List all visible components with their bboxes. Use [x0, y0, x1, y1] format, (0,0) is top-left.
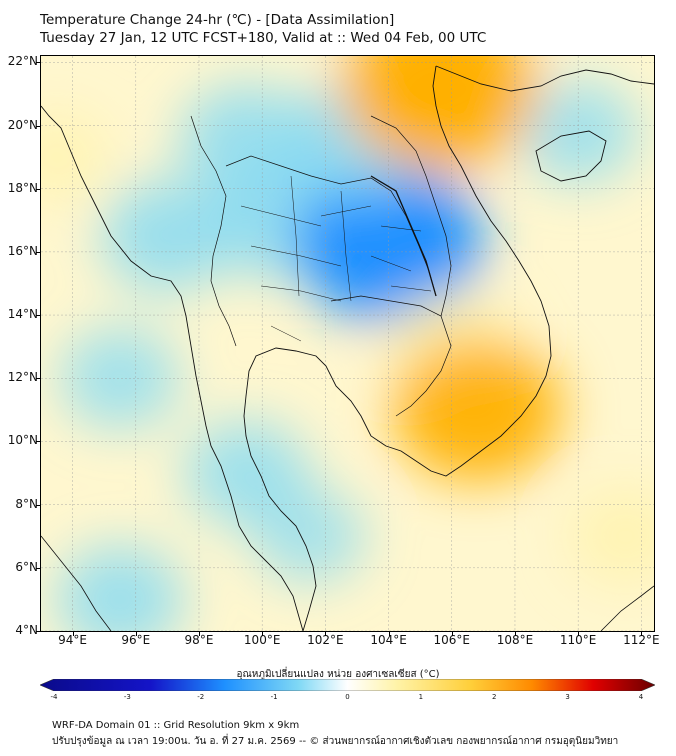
lat-tick — [36, 188, 40, 190]
border-cambodia — [330, 295, 452, 417]
lat-tick — [36, 567, 40, 569]
lat-tick-label: 4°N — [15, 623, 38, 637]
lat-tick-label: 14°N — [7, 307, 38, 322]
field-mekong-delta-warming — [393, 338, 562, 482]
lat-tick — [36, 378, 40, 380]
colorbar-tick-label: -1 — [270, 693, 278, 701]
field-andaman-cooling — [60, 327, 180, 430]
lon-tick — [578, 632, 580, 636]
lon-tick — [451, 632, 453, 636]
lat-tick-label: 10°N — [7, 433, 38, 448]
border-thailand-laos — [225, 155, 437, 297]
colorbar-tick-label: 1 — [418, 693, 424, 701]
lat-tick — [36, 251, 40, 253]
field-myanmar-cooling — [100, 179, 234, 293]
lat-tick-label: 6°N — [15, 559, 38, 574]
lon-tick — [262, 632, 264, 636]
lon-tick-label: 104°E — [370, 633, 407, 647]
field-south-andaman-cooling — [55, 544, 185, 631]
colorbar-tick-label: 3 — [565, 693, 570, 701]
lat-tick — [36, 504, 40, 506]
border-myanmar-thailand — [190, 115, 237, 347]
coastline-sumatra — [41, 535, 112, 631]
lon-tick-label: 94°E — [58, 633, 88, 647]
coastline-borneo — [600, 585, 654, 631]
footer-model-info: WRF-DA Domain 01 :: Grid Resolution 9km … — [52, 720, 300, 731]
lat-tick-label: 18°N — [7, 180, 38, 195]
lat-tick-label: 12°N — [7, 370, 38, 385]
lon-tick — [514, 632, 516, 636]
lat-tick-label: 16°N — [7, 243, 38, 258]
province-lines — [240, 175, 432, 342]
lon-tick-label: 108°E — [496, 633, 534, 647]
lat-tick-label: 22°N — [7, 54, 38, 69]
lat-tick — [36, 631, 40, 632]
lon-tick-label: 106°E — [433, 633, 471, 647]
field-gulf-cooling — [254, 489, 365, 584]
chart-title: Temperature Change 24-hr (℃) - [Data Ass… — [40, 12, 395, 28]
field-north-vietnam-warming — [341, 56, 537, 171]
colorbar-tick-label: 4 — [638, 693, 644, 701]
lat-tick — [36, 125, 40, 127]
field-hainan-cooling — [518, 80, 638, 183]
lon-tick-label: 112°E — [623, 633, 660, 647]
field-layer — [41, 56, 654, 631]
lon-tick-label: 110°E — [559, 633, 597, 647]
lon-tick-label: 102°E — [307, 633, 344, 647]
lon-tick — [388, 632, 390, 636]
border-laos-vietnam — [370, 115, 452, 317]
lon-tick-label: 98°E — [184, 633, 214, 647]
field-myanmar-coast-warming — [41, 111, 110, 203]
field-northern-thailand-cooling — [179, 84, 313, 198]
coastline-china — [435, 65, 654, 92]
lat-tick-label: 20°N — [7, 117, 38, 132]
coastlines-and-borders — [41, 65, 654, 631]
colorbar-tick-label: -2 — [197, 693, 205, 701]
colorbar-title: อุณหภูมิเปลี่ยนแปลง หน่วย องศาเซลเซียส (… — [236, 669, 440, 680]
lat-tick — [36, 315, 40, 317]
border-mekong — [370, 175, 437, 297]
colorbar-tick-label: 2 — [492, 693, 497, 701]
colorbar-bar — [40, 679, 655, 691]
colorbar-tick-label: -3 — [123, 693, 131, 701]
lat-tick-label: 8°N — [15, 496, 38, 511]
footer-credit: ปรับปรุงข้อมูล ณ เวลา 19:00น. วัน อ. ที่… — [52, 736, 619, 747]
coastline-andaman — [41, 105, 304, 631]
lon-tick — [325, 632, 327, 636]
colorbar — [40, 679, 655, 691]
field-south-china-sea-warming — [567, 487, 654, 586]
lon-tick — [72, 632, 74, 636]
map-canvas — [41, 56, 654, 631]
coastline-hainan — [535, 130, 607, 182]
lat-tick — [36, 62, 40, 64]
coastline-gulf — [243, 65, 552, 631]
colorbar-tick-label: -4 — [50, 693, 58, 701]
lon-tick — [198, 632, 200, 636]
colorbar-tick-label: 0 — [345, 693, 350, 701]
chart-subtitle: Tuesday 27 Jan, 12 UTC FCST+180, Valid a… — [40, 30, 487, 46]
lon-tick — [135, 632, 137, 636]
lon-tick-label: 96°E — [121, 633, 151, 647]
temperature-change-map — [40, 55, 655, 632]
lon-tick — [641, 632, 643, 636]
lat-tick — [36, 441, 40, 443]
lon-tick-label: 100°E — [243, 633, 281, 647]
